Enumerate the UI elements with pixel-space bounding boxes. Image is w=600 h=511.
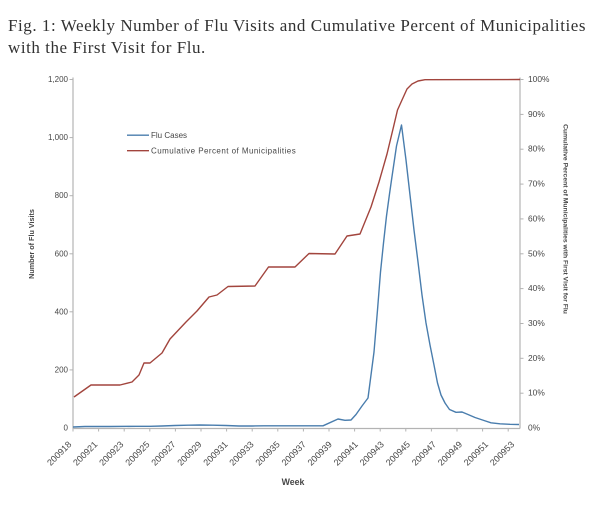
svg-text:600: 600 <box>55 249 69 258</box>
svg-text:200943: 200943 <box>358 439 386 467</box>
svg-text:90%: 90% <box>528 109 545 119</box>
svg-text:10%: 10% <box>528 388 545 398</box>
svg-text:200941: 200941 <box>332 439 360 467</box>
svg-text:200949: 200949 <box>436 439 464 467</box>
svg-text:Flu Cases: Flu Cases <box>151 131 187 140</box>
svg-text:200921: 200921 <box>71 439 99 467</box>
svg-text:1,200: 1,200 <box>48 75 69 84</box>
svg-text:200935: 200935 <box>253 439 281 467</box>
svg-text:200945: 200945 <box>384 439 412 467</box>
svg-text:0%: 0% <box>528 423 541 433</box>
svg-text:100%: 100% <box>528 74 550 84</box>
svg-text:Number of Flu Visits: Number of Flu Visits <box>27 209 36 279</box>
svg-text:200925: 200925 <box>123 439 151 467</box>
svg-text:200953: 200953 <box>488 439 516 467</box>
svg-text:200931: 200931 <box>201 439 229 467</box>
svg-text:60%: 60% <box>528 213 545 223</box>
svg-text:200927: 200927 <box>149 439 177 467</box>
svg-text:0: 0 <box>64 424 69 433</box>
svg-text:Cumulative Percent of Municipa: Cumulative Percent of Municipalities <box>151 147 296 156</box>
svg-text:1,000: 1,000 <box>48 133 69 142</box>
svg-text:Week: Week <box>282 477 305 487</box>
svg-text:200918: 200918 <box>45 439 73 467</box>
svg-text:70%: 70% <box>528 179 545 189</box>
svg-text:800: 800 <box>55 191 69 200</box>
svg-text:400: 400 <box>55 307 69 316</box>
svg-text:200947: 200947 <box>410 439 438 467</box>
svg-text:80%: 80% <box>528 144 545 154</box>
svg-text:30%: 30% <box>528 318 545 328</box>
svg-text:200951: 200951 <box>462 439 490 467</box>
svg-text:40%: 40% <box>528 283 545 293</box>
svg-text:20%: 20% <box>528 353 545 363</box>
svg-text:200923: 200923 <box>97 439 125 467</box>
svg-text:200929: 200929 <box>175 439 203 467</box>
svg-text:200: 200 <box>55 365 69 374</box>
svg-text:50%: 50% <box>528 248 545 258</box>
svg-text:200933: 200933 <box>227 439 255 467</box>
svg-text:Cumulative Percent of Municipa: Cumulative Percent of Municipalities wit… <box>562 124 569 314</box>
svg-text:200939: 200939 <box>306 439 334 467</box>
svg-text:200937: 200937 <box>280 439 308 467</box>
